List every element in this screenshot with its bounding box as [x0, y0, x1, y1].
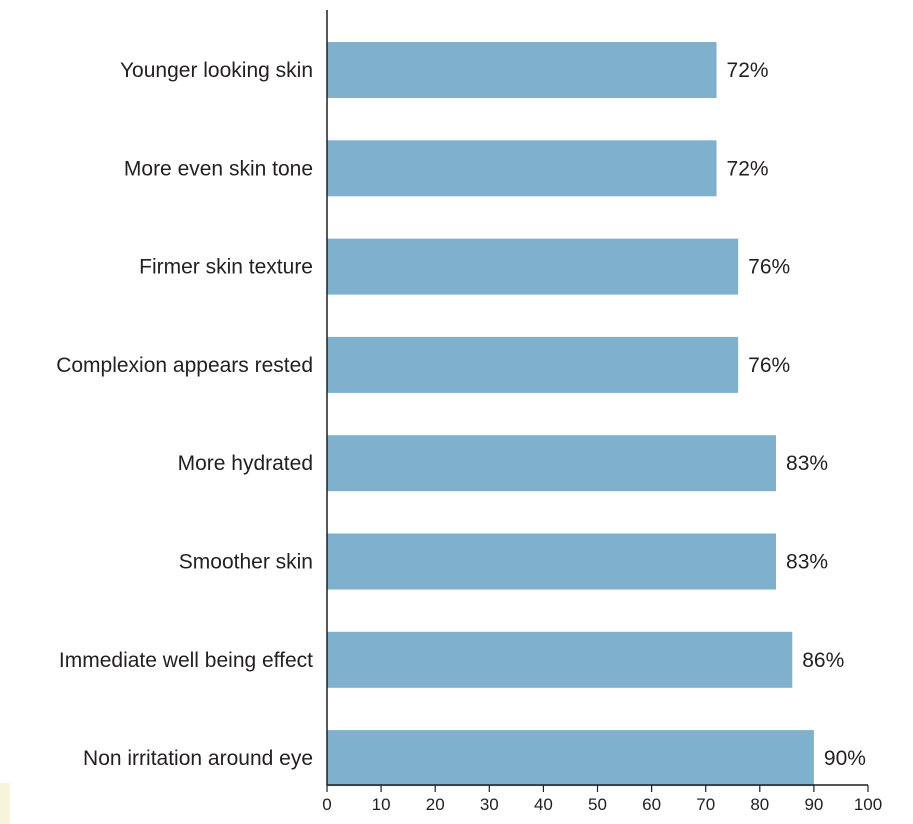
category-label: More hydrated — [178, 452, 313, 475]
x-tick-label: 100 — [854, 795, 882, 814]
bar — [327, 42, 717, 98]
x-tick-label: 90 — [804, 795, 823, 814]
x-tick-label: 0 — [322, 795, 331, 814]
category-label: Smoother skin — [179, 551, 313, 574]
x-tick-label: 60 — [642, 795, 661, 814]
category-label: More even skin tone — [124, 157, 313, 180]
value-label: 86% — [802, 649, 844, 672]
category-label: Firmer skin texture — [139, 256, 313, 279]
bar — [327, 140, 717, 197]
category-label: Complexion appears rested — [56, 354, 313, 377]
x-tick-label: 70 — [696, 795, 715, 814]
value-label: 72% — [727, 59, 769, 82]
x-tick-label: 30 — [480, 795, 499, 814]
value-label: 90% — [824, 747, 866, 770]
value-label: 72% — [727, 157, 769, 180]
category-label: Immediate well being effect — [59, 649, 313, 672]
x-tick-label: 80 — [750, 795, 769, 814]
corner-swatch — [0, 783, 10, 824]
x-tick-label: 10 — [372, 795, 391, 814]
bar — [327, 336, 739, 393]
x-tick-label: 20 — [426, 795, 445, 814]
category-label: Non irritation around eye — [83, 747, 313, 770]
value-label: 83% — [786, 452, 828, 475]
bar — [327, 238, 739, 295]
x-tick-label: 40 — [534, 795, 553, 814]
value-label: 76% — [748, 354, 790, 377]
bar — [327, 533, 777, 590]
value-label: 83% — [786, 551, 828, 574]
category-label: Younger looking skin — [120, 59, 313, 82]
bar — [327, 730, 814, 787]
bar — [327, 631, 793, 688]
x-tick-label: 50 — [588, 795, 607, 814]
bar — [327, 435, 777, 492]
value-label: 76% — [748, 256, 790, 279]
